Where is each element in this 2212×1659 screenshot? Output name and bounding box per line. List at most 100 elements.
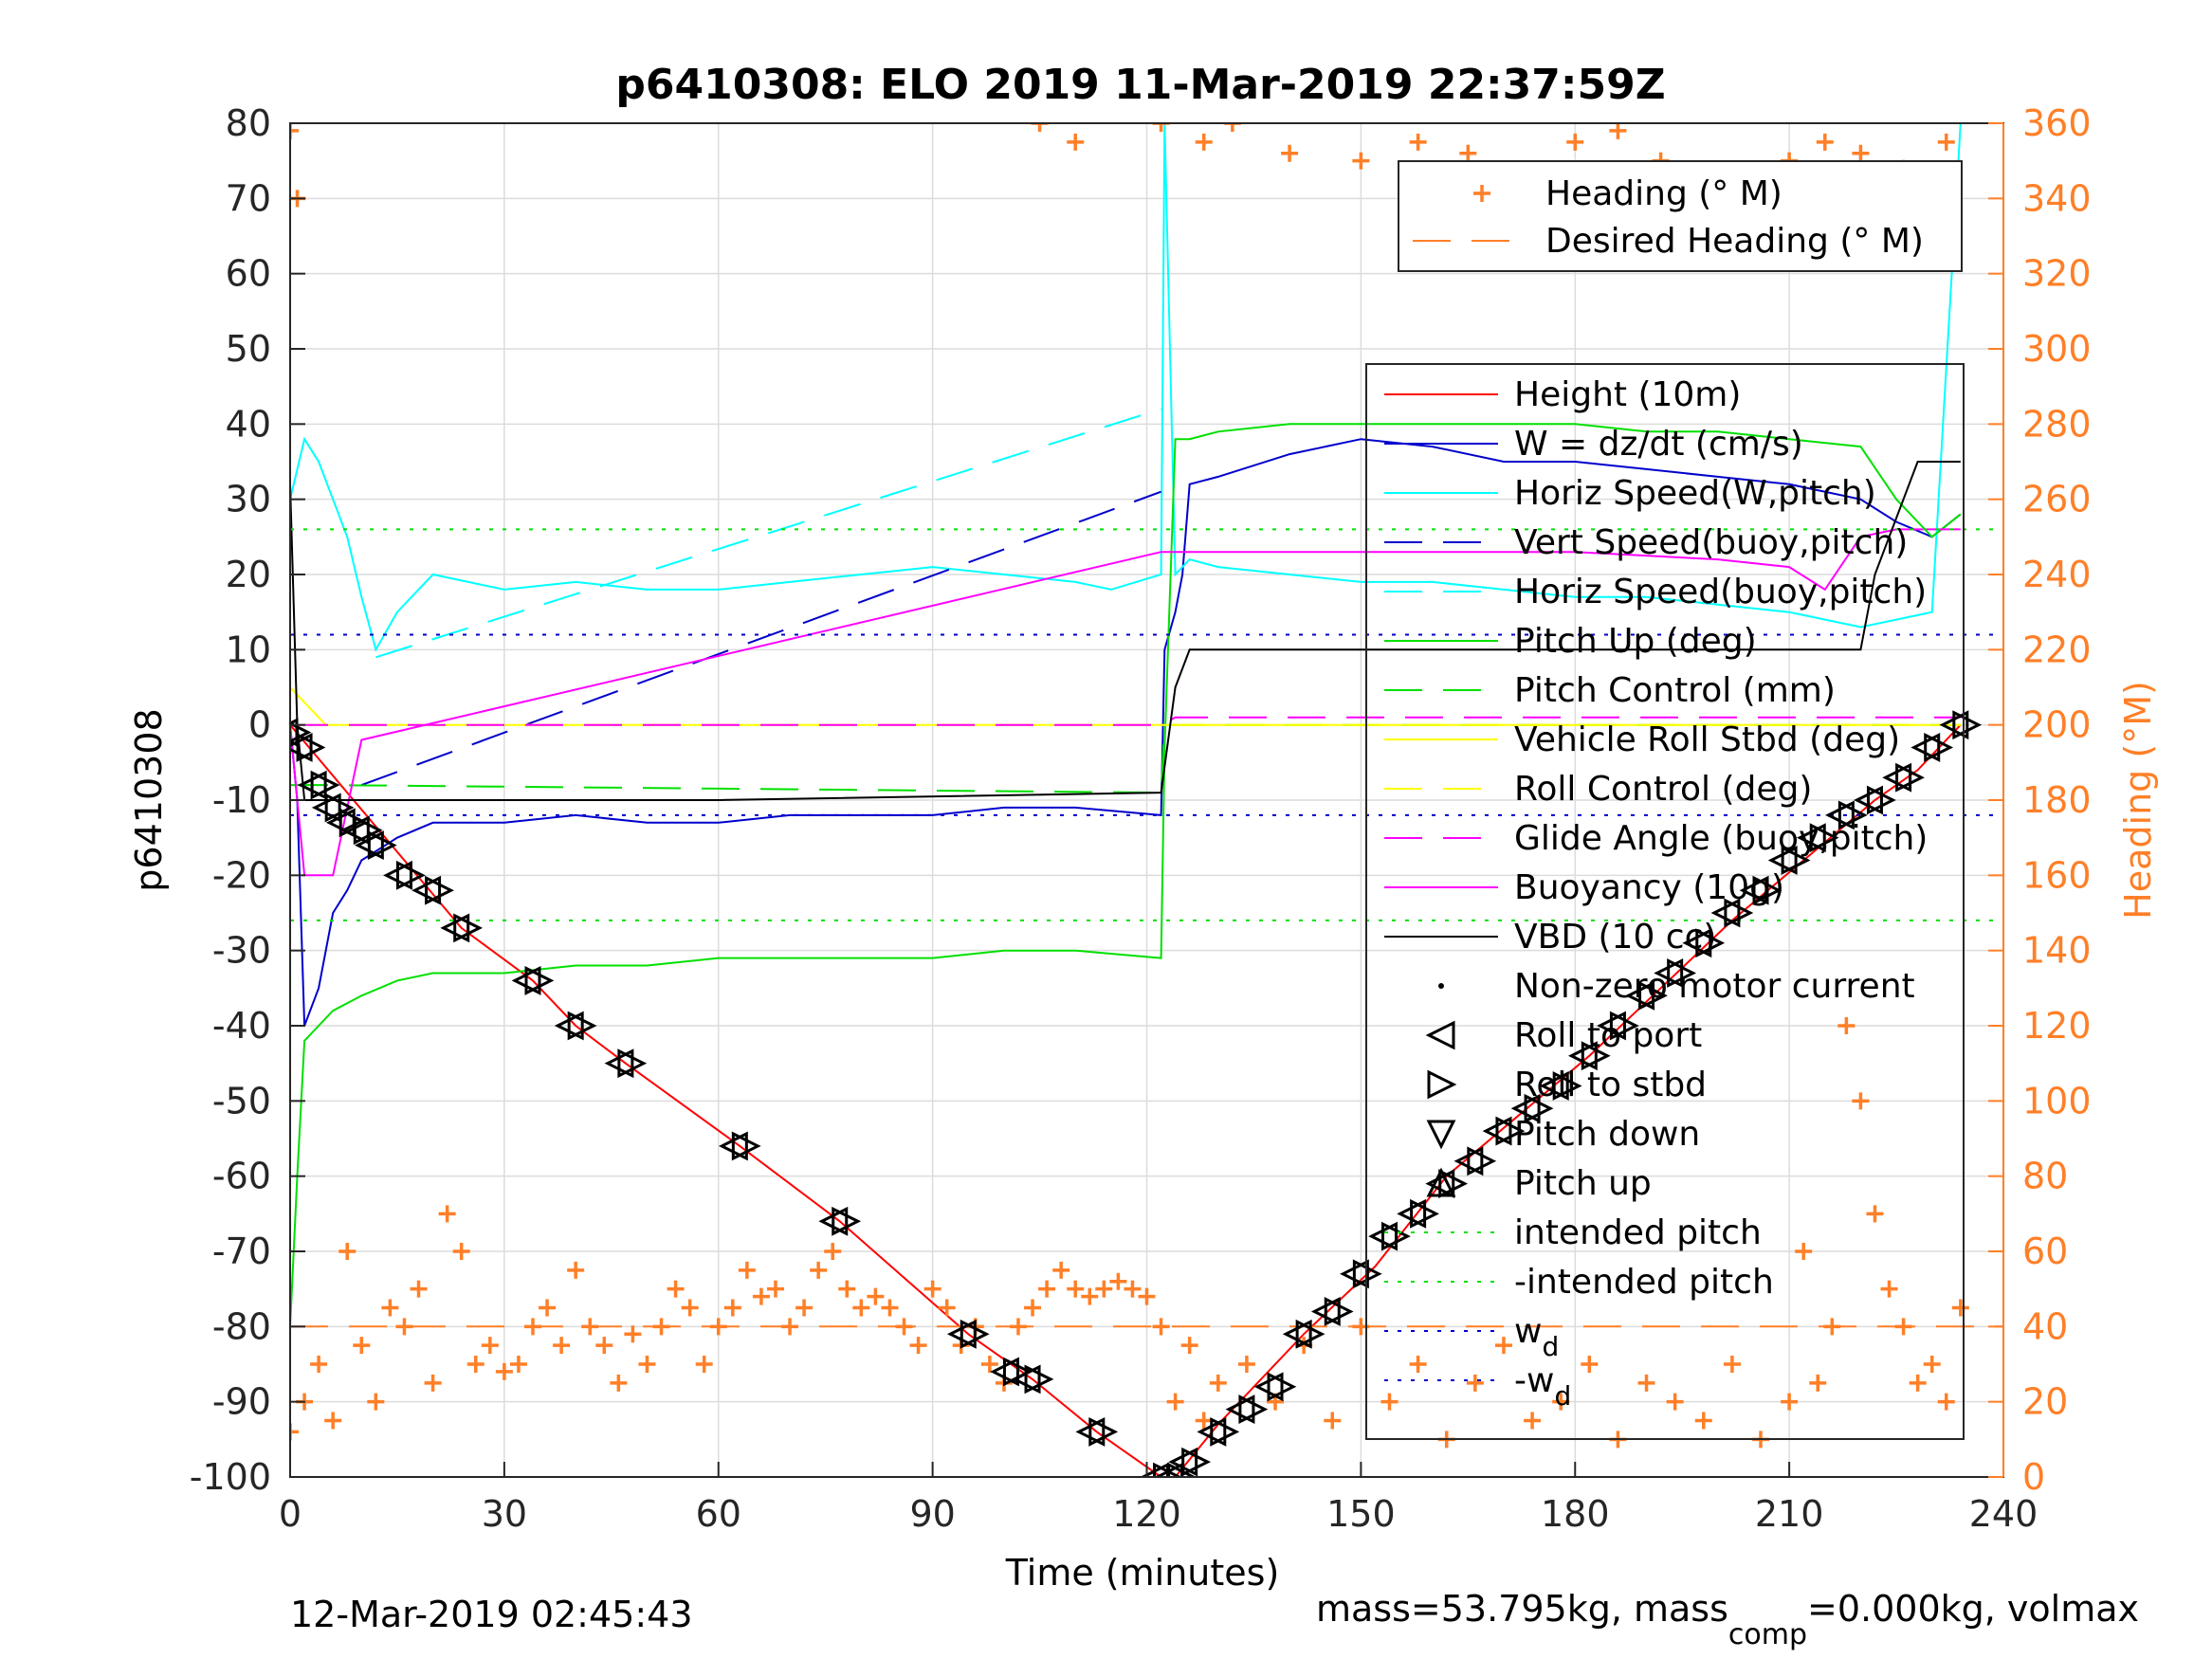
roll-marker — [1088, 1416, 1119, 1447]
roll-marker — [960, 1319, 990, 1349]
y-axis-label: p6410308 — [128, 708, 170, 891]
y-tick-label: -100 — [190, 1456, 271, 1498]
y2-axis-ticks: 3603403203002802602402202001801601401201… — [1988, 102, 2092, 1498]
roll-marker — [1695, 928, 1726, 958]
roll-marker — [1952, 710, 1983, 740]
heading-point — [1009, 1318, 1027, 1336]
y-tick-label: -50 — [212, 1080, 271, 1121]
roll-marker — [617, 1048, 648, 1079]
y2-tick-label: 100 — [2022, 1080, 2092, 1121]
heading-point — [923, 1280, 941, 1298]
legend-label: Roll to port — [1514, 1016, 1702, 1055]
legend-label: Pitch Up (deg) — [1514, 622, 1757, 661]
heading-point — [610, 1374, 628, 1392]
y2-tick-label: 120 — [2022, 1005, 2092, 1047]
heading-point — [1852, 1092, 1870, 1110]
heading-point — [1152, 1318, 1170, 1336]
roll-marker — [1380, 1221, 1411, 1251]
roll-marker — [310, 770, 340, 800]
heading-point — [353, 1337, 371, 1355]
heading-point — [290, 1423, 299, 1441]
y-tick-label: -30 — [212, 930, 271, 972]
y2-tick-label: 20 — [2022, 1381, 2068, 1423]
heading-point — [1837, 1017, 1856, 1034]
roll-marker — [395, 860, 426, 890]
series-vbd-10-cc- — [290, 461, 1961, 801]
heading-point — [1324, 1412, 1342, 1430]
heading-point — [509, 1356, 527, 1373]
x-tick-label: 240 — [1969, 1493, 2038, 1535]
heading-point — [1937, 133, 1955, 151]
y2-tick-label: 180 — [2022, 779, 2092, 821]
series-horiz-speed-buoy-pitch- — [375, 408, 1161, 659]
y2-tick-label: 260 — [2022, 479, 2092, 520]
heading-point — [1352, 152, 1370, 170]
roll-marker — [1181, 1447, 1212, 1477]
heading-point — [1473, 185, 1490, 202]
heading-point — [1566, 133, 1584, 151]
legend-label: Buoyancy (10g) — [1514, 868, 1784, 907]
roll-marker — [1167, 1462, 1197, 1477]
legend-label: Roll to stbd — [1514, 1066, 1707, 1104]
y2-tick-label: 0 — [2022, 1456, 2045, 1498]
heading-point — [1723, 1356, 1741, 1373]
heading-point — [1067, 133, 1085, 151]
y-axis-ticks: 80 70 60 50 40 30 20 10 0 -10 -20 -30 -40 -50 -60 -70 -8… — [190, 102, 305, 1498]
heading-point — [752, 1287, 770, 1305]
y-tick-label: -40 — [212, 1005, 271, 1047]
legend-label: Vehicle Roll Stbd (deg) — [1514, 720, 1900, 759]
heading-point — [652, 1318, 670, 1336]
heading-point — [810, 1261, 828, 1279]
roll-marker — [296, 733, 326, 762]
heading-point — [1866, 1205, 1884, 1223]
legend-label: intended pitch — [1514, 1213, 1762, 1252]
y-tick-label: 70 — [226, 177, 271, 219]
heading-point — [1109, 1272, 1127, 1290]
heading-point — [1067, 1280, 1085, 1298]
roll-marker — [1809, 823, 1839, 853]
y2-tick-label: 360 — [2022, 102, 2092, 144]
roll-marker — [1724, 898, 1754, 928]
chart-title: p6410308: ELO 2019 11-Mar-2019 22:37:59Z — [615, 61, 1665, 109]
heading-point — [481, 1337, 499, 1355]
x-tick-label: 0 — [279, 1493, 302, 1535]
heading-point — [1031, 123, 1049, 132]
y2-tick-label: 200 — [2022, 704, 2092, 746]
footer-mass-main: mass=53.795kg, mass — [1316, 1588, 1728, 1630]
heading-point — [452, 1243, 470, 1260]
heading-point — [1894, 1318, 1912, 1336]
series-pitch-up-deg- — [290, 423, 1962, 1327]
legend-label: W = dz/dt (cm/s) — [1514, 425, 1803, 464]
heading-point — [1552, 1393, 1570, 1411]
heading-point — [1937, 1393, 1955, 1411]
heading-point — [310, 1356, 328, 1373]
y2-tick-label: 80 — [2022, 1156, 2068, 1197]
heading-point — [1024, 1299, 1042, 1317]
roll-marker — [425, 875, 454, 905]
y2-tick-label: 320 — [2022, 253, 2092, 295]
y2-tick-label: 300 — [2022, 328, 2092, 370]
roll-marker — [1895, 762, 1925, 793]
roll-marker — [1295, 1319, 1325, 1349]
heading-point — [1524, 1412, 1542, 1430]
heading-point — [895, 1318, 913, 1336]
heading-point — [1923, 1356, 1941, 1373]
main-legend: Height (10m) W = dz/dt (cm/s) Horiz Speed(… — [1365, 363, 1965, 1440]
roll-marker — [1267, 1372, 1297, 1402]
roll-marker — [731, 1131, 761, 1161]
y-tick-label: -60 — [212, 1156, 271, 1197]
x-tick-label: 30 — [482, 1493, 527, 1535]
legend-label: VBD (10 cc) — [1514, 918, 1716, 957]
x-tick-label: 210 — [1755, 1493, 1824, 1535]
roll-marker — [1924, 733, 1954, 762]
y-tick-label: -10 — [212, 779, 271, 821]
legend-label: Roll Control (deg) — [1514, 770, 1812, 809]
series-horiz-speed-w-pitch- — [290, 123, 1962, 652]
y-tick-label: -20 — [212, 854, 271, 896]
heading-point — [738, 1261, 756, 1279]
heading-point — [938, 1299, 956, 1317]
roll-marker — [324, 793, 355, 823]
footer-mass-sub: comp — [1728, 1618, 1807, 1651]
heading-point — [1223, 123, 1241, 132]
roll-marker — [1238, 1395, 1269, 1425]
